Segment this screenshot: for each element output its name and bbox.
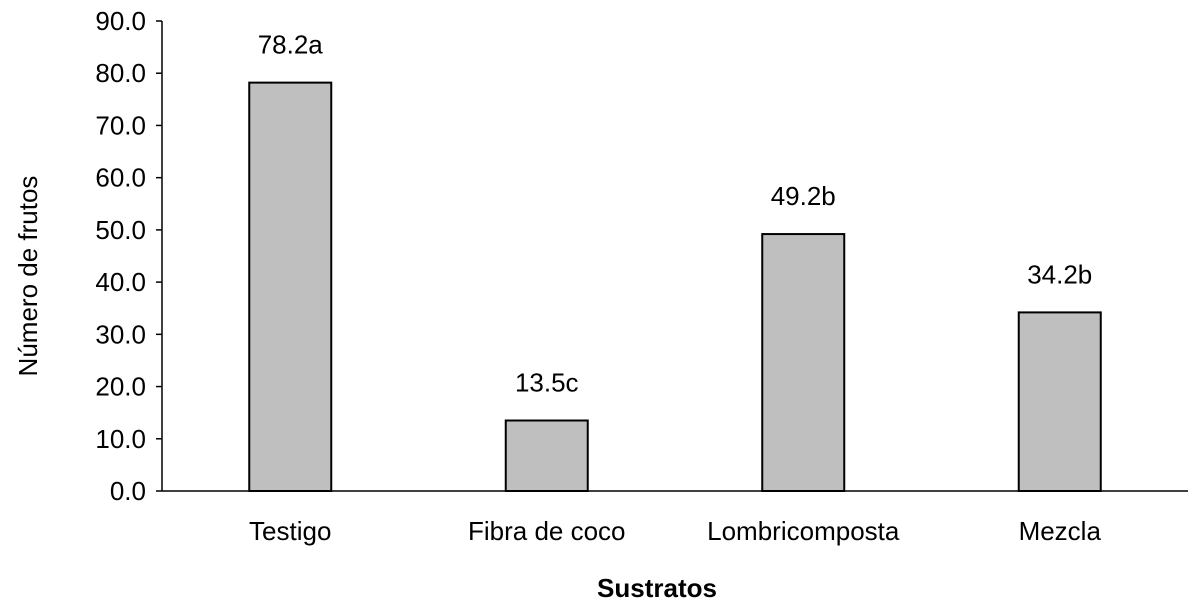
x-category-label: Fibra de coco [468, 516, 626, 546]
y-tick-label: 90.0 [95, 6, 146, 36]
data-labels: 78.2a 13.5c 49.2b 34.2b [258, 30, 1093, 398]
y-tick-label: 70.0 [95, 110, 146, 140]
data-label: 49.2b [771, 181, 836, 211]
y-tick-label: 50.0 [95, 215, 146, 245]
x-category-label: Mezcla [1019, 516, 1102, 546]
y-tick-label: 30.0 [95, 319, 146, 349]
bar-testigo [248, 81, 333, 492]
bar-fibra-de-coco [504, 419, 589, 492]
y-axis-title: Número de frutos [13, 176, 43, 377]
bar-mezcla [1017, 311, 1102, 492]
y-tick-label: 0.0 [110, 476, 146, 506]
x-category-label: Testigo [249, 516, 331, 546]
y-tick-label: 10.0 [95, 424, 146, 454]
bars [248, 81, 1102, 492]
y-tick-label: 40.0 [95, 267, 146, 297]
data-label: 78.2a [258, 30, 324, 60]
y-tick-label: 60.0 [95, 163, 146, 193]
y-axis-ticks: 0.0 10.0 20.0 30.0 40.0 50.0 60.0 70.0 80.0 90.0 [95, 6, 162, 506]
data-label: 13.5c [515, 368, 579, 398]
bar-lombricomposta [761, 233, 846, 492]
x-axis-category-labels: Testigo Fibra de coco Lombricomposta Mezcla [249, 516, 1101, 546]
x-category-label: Lombricomposta [707, 516, 900, 546]
data-label: 34.2b [1027, 259, 1092, 289]
y-tick-label: 80.0 [95, 58, 146, 88]
x-axis-title: Sustratos [597, 573, 717, 603]
y-tick-label: 20.0 [95, 372, 146, 402]
